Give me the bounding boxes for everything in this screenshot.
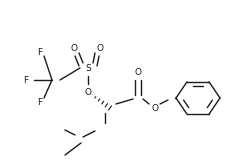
Text: O: O: [96, 43, 104, 52]
Text: S: S: [85, 63, 91, 72]
Text: F: F: [23, 75, 28, 85]
Text: O: O: [85, 88, 92, 97]
Text: F: F: [37, 47, 43, 56]
Text: O: O: [134, 67, 141, 76]
Text: F: F: [37, 98, 43, 107]
Text: O: O: [70, 43, 78, 52]
Text: O: O: [151, 104, 158, 113]
